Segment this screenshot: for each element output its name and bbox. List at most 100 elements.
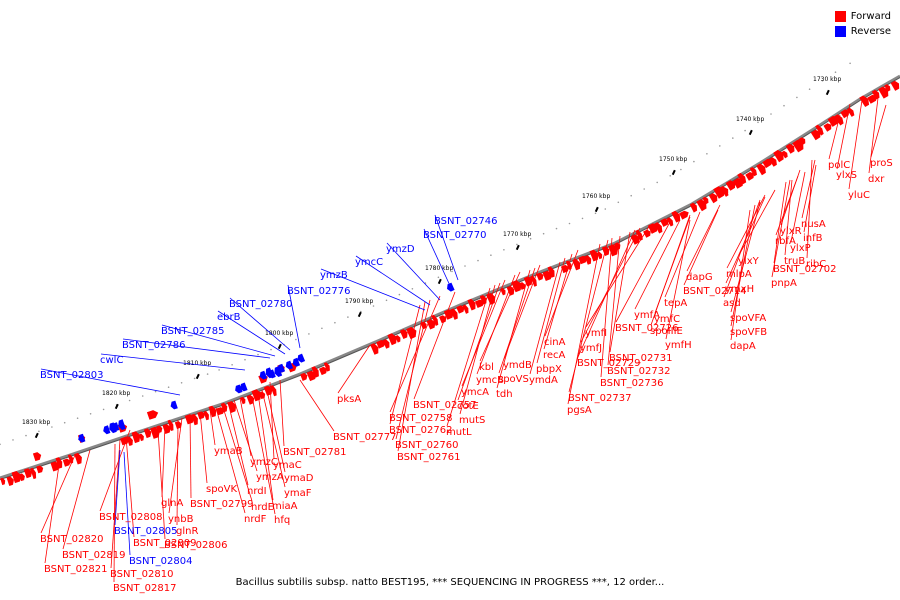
- forward-gene-arrow: [547, 266, 555, 278]
- forward-gene-arrow: [162, 424, 171, 434]
- forward-gene-label-leader: [683, 209, 719, 286]
- forward-gene-label: ymfC: [654, 314, 680, 325]
- tick-mark: [437, 278, 442, 285]
- forward-gene-label: BSNT_02760: [395, 440, 458, 451]
- ruler-dot: [12, 439, 14, 441]
- forward-gene-arrow: [737, 172, 747, 185]
- ruler-dot: [411, 288, 414, 290]
- tick-mark: [515, 244, 520, 251]
- reverse-gene-arrow: [78, 433, 86, 443]
- forward-gene-label: recA: [543, 350, 566, 361]
- forward-gene-label: ymaD: [284, 473, 314, 484]
- forward-gene-label: BSNT_02758: [389, 413, 452, 424]
- forward-gene-label: glnR: [176, 526, 198, 537]
- forward-gene-arrow: [456, 305, 465, 314]
- ruler-dot: [783, 104, 785, 107]
- forward-gene-arrow: [660, 218, 669, 227]
- forward-gene-label: ymzA: [256, 472, 284, 483]
- forward-gene-label: ymaF: [284, 488, 312, 499]
- tick-mark: [594, 206, 599, 213]
- forward-gene-arrow: [36, 465, 44, 474]
- ruler-dot: [25, 434, 27, 437]
- ruler-dot: [680, 168, 682, 171]
- reverse-gene-label-leader: [386, 242, 441, 301]
- forward-gene-arrow: [319, 366, 328, 376]
- ruler-dot: [89, 413, 92, 415]
- forward-gene-arrow: [884, 84, 891, 92]
- forward-gene-arrow: [666, 217, 674, 227]
- forward-gene-label: BSNT_02781: [283, 447, 346, 458]
- forward-gene-label: spoVFA: [730, 313, 766, 324]
- forward-gene-label: BSNT_02702: [773, 264, 836, 275]
- forward-gene-label-leader: [279, 379, 285, 447]
- forward-gene-arrow: [815, 124, 824, 136]
- forward-gene-arrow: [227, 401, 237, 413]
- forward-gene-label-leader: [723, 199, 761, 298]
- forward-gene-label-leader: [62, 449, 91, 550]
- forward-gene-label-leader: [665, 219, 691, 340]
- forward-gene-arrow: [584, 255, 592, 265]
- forward-gene-arrow: [867, 94, 877, 104]
- forward-gene-label-leader: [529, 261, 561, 375]
- ruler-dot: [180, 382, 183, 384]
- forward-gene-label-leader: [738, 189, 776, 256]
- ruler-dot: [503, 249, 505, 251]
- forward-gene-label-leader: [113, 443, 116, 583]
- forward-gene-label-leader: [600, 237, 613, 378]
- forward-gene-label-leader: [848, 99, 863, 190]
- tick-mark: [277, 343, 282, 350]
- forward-gene-arrow: [647, 223, 658, 234]
- forward-gene-arrow: [197, 411, 206, 420]
- forward-gene-arrow: [506, 285, 515, 296]
- forward-gene-arrow: [174, 421, 182, 429]
- reverse-gene-arrow: [259, 370, 268, 380]
- forward-gene-arrow: [834, 114, 844, 126]
- forward-gene-label-leader: [607, 235, 621, 366]
- reverse-gene-arrow: [274, 366, 283, 377]
- ruler-dot: [385, 299, 388, 302]
- reverse-gene-arrow: [447, 282, 455, 292]
- forward-gene-label: dxr: [868, 174, 885, 185]
- ruler-dot: [529, 237, 532, 240]
- forward-gene-label: BSNT_02736: [600, 378, 663, 389]
- ruler-dot: [437, 276, 440, 279]
- forward-gene-arrow: [462, 304, 469, 314]
- ruler-dot: [516, 243, 518, 246]
- forward-gene-arrow: [370, 343, 379, 355]
- ruler-dot: [464, 265, 466, 267]
- forward-gene-arrow: [270, 385, 277, 397]
- forward-gene-label: tdh: [496, 389, 513, 400]
- reverse-gene-label-leader: [217, 310, 286, 355]
- forward-gene-arrow: [536, 272, 544, 281]
- forward-gene-label-leader: [609, 231, 631, 353]
- forward-gene-arrow: [614, 242, 621, 251]
- forward-gene-label: spoIIIE: [650, 326, 683, 337]
- forward-gene-label-leader: [567, 243, 601, 405]
- forward-gene-arrow: [798, 137, 806, 146]
- forward-gene-label-leader: [221, 403, 253, 502]
- tick-label: 1830 kbp: [22, 419, 50, 426]
- forward-gene-arrow: [475, 299, 485, 308]
- forward-gene-arrow: [630, 234, 640, 245]
- forward-gene-arrow: [589, 249, 599, 262]
- forward-gene-label: ymxH: [725, 284, 754, 295]
- forward-gene-label: BSNT_02762: [389, 425, 452, 436]
- forward-gene-arrow: [840, 109, 850, 119]
- backbone-layer: [0, 74, 900, 480]
- ruler-dot: [617, 201, 620, 204]
- ruler-dot: [796, 96, 798, 99]
- reverse-gene-label-leader: [423, 228, 453, 291]
- ruler-dot: [604, 208, 607, 210]
- forward-gene-label-leader: [585, 224, 651, 328]
- forward-gene-label: truB: [784, 256, 805, 267]
- forward-gene-label: mlpA: [726, 269, 752, 280]
- ruler-dot: [594, 212, 597, 215]
- forward-gene-arrow: [781, 150, 788, 159]
- forward-gene-label: pksA: [337, 394, 361, 405]
- forward-gene-label: pgsA: [567, 405, 592, 416]
- ticks-layer: 1730 kbp 1740 kbp 1750 kbp 1760 kbp 1770 kbp…: [0, 62, 851, 446]
- forward-gene-arrow: [827, 115, 839, 127]
- forward-gene-label-leader: [299, 379, 335, 432]
- forward-gene-label-leader: [389, 304, 421, 425]
